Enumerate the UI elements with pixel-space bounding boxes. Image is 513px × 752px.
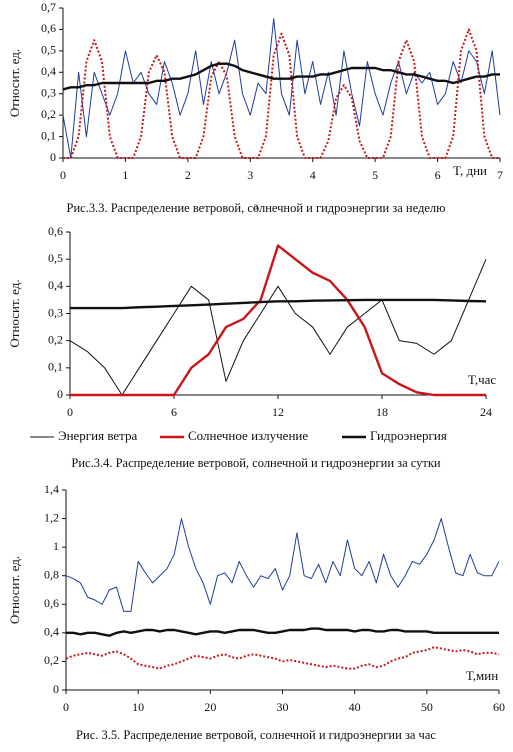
series-line bbox=[65, 646, 500, 670]
series-line bbox=[63, 28, 500, 159]
series-line bbox=[70, 244, 486, 397]
y-tick-label: 0 bbox=[50, 150, 56, 164]
x-tick-label: 4 bbox=[310, 168, 316, 182]
y-tick-label: 0,6 bbox=[41, 21, 56, 35]
y-tick-label: 0,3 bbox=[48, 305, 63, 319]
y-axis-label: Относит. ед. bbox=[7, 49, 22, 117]
y-tick-label: 0,2 bbox=[48, 332, 63, 346]
y-tick-label: 0 bbox=[53, 682, 59, 696]
x-axis-label: T,мин bbox=[466, 668, 498, 683]
x-axis-label: T,час bbox=[468, 372, 497, 387]
y-axis-label: Относит. ед. bbox=[7, 279, 22, 347]
x-tick-label: 60 bbox=[493, 700, 505, 714]
figure-caption: Рис.3.4. Распределение ветровой, солнечн… bbox=[71, 456, 441, 470]
series-line bbox=[62, 62, 500, 91]
y-tick-label: 0,3 bbox=[41, 85, 56, 99]
series-line bbox=[66, 627, 499, 637]
figure-caption: Рис.3.3. Распределение ветровой, солнечн… bbox=[67, 201, 446, 215]
y-tick-label: 0,4 bbox=[48, 278, 63, 292]
y-tick-label: 0,6 bbox=[48, 224, 63, 238]
x-tick-label: 1 bbox=[122, 168, 128, 182]
y-tick-label: 1,2 bbox=[44, 510, 59, 524]
series-line bbox=[62, 18, 501, 159]
y-tick-label: 1,4 bbox=[44, 482, 59, 496]
series-line bbox=[65, 518, 500, 612]
x-tick-label: 6 bbox=[171, 405, 177, 419]
x-tick-label: 30 bbox=[277, 700, 289, 714]
x-tick-label: 7 bbox=[497, 168, 503, 182]
x-axis-label: T, дни bbox=[453, 163, 487, 178]
x-tick-label: 3 bbox=[247, 168, 253, 182]
x-tick-label: 0 bbox=[60, 168, 66, 182]
x-tick-label: 24 bbox=[480, 405, 492, 419]
series-line bbox=[69, 258, 487, 396]
figure-caption: Рис. 3.5. Распределение ветровой, солнеч… bbox=[76, 728, 436, 742]
x-tick-label: 50 bbox=[421, 700, 433, 714]
series-line bbox=[70, 298, 487, 310]
x-tick-label: 18 bbox=[376, 405, 388, 419]
x-tick-label: 5 bbox=[372, 168, 378, 182]
y-axis-label: Относит. ед. bbox=[7, 556, 22, 624]
y-tick-label: 0,7 bbox=[41, 0, 56, 14]
x-tick-label: 0 bbox=[67, 405, 73, 419]
y-tick-label: 0,5 bbox=[41, 43, 56, 57]
y-tick-label: 0 bbox=[57, 387, 63, 401]
x-tick-label: 0 bbox=[63, 700, 69, 714]
y-tick-label: 0,4 bbox=[44, 625, 59, 639]
y-tick-label: 1 bbox=[53, 539, 59, 553]
legend-label: Солнечное излучение bbox=[188, 428, 308, 443]
y-tick-label: 0,4 bbox=[41, 64, 56, 78]
legend-label: Гидроэнергия bbox=[370, 428, 447, 443]
y-tick-label: 0,2 bbox=[44, 653, 59, 667]
y-tick-label: 0,1 bbox=[41, 128, 56, 142]
x-tick-label: 40 bbox=[349, 700, 361, 714]
y-tick-label: 0,5 bbox=[48, 251, 63, 265]
y-tick-label: 0,1 bbox=[48, 360, 63, 374]
x-tick-label: 6 bbox=[435, 168, 441, 182]
x-tick-label: 2 bbox=[185, 168, 191, 182]
annotation: a bbox=[254, 201, 259, 213]
y-tick-label: 0,6 bbox=[44, 596, 59, 610]
x-tick-label: 10 bbox=[132, 700, 144, 714]
x-tick-label: 12 bbox=[272, 405, 284, 419]
y-tick-label: 0,2 bbox=[41, 107, 56, 121]
legend-label: Энергия ветра bbox=[58, 428, 137, 443]
y-tick-label: 0,8 bbox=[44, 567, 59, 581]
x-tick-label: 20 bbox=[204, 700, 216, 714]
